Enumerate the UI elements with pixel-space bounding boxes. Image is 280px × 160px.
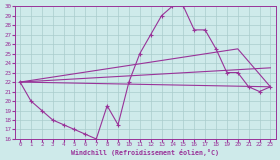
X-axis label: Windchill (Refroidissement éolien,°C): Windchill (Refroidissement éolien,°C) [71, 149, 219, 156]
